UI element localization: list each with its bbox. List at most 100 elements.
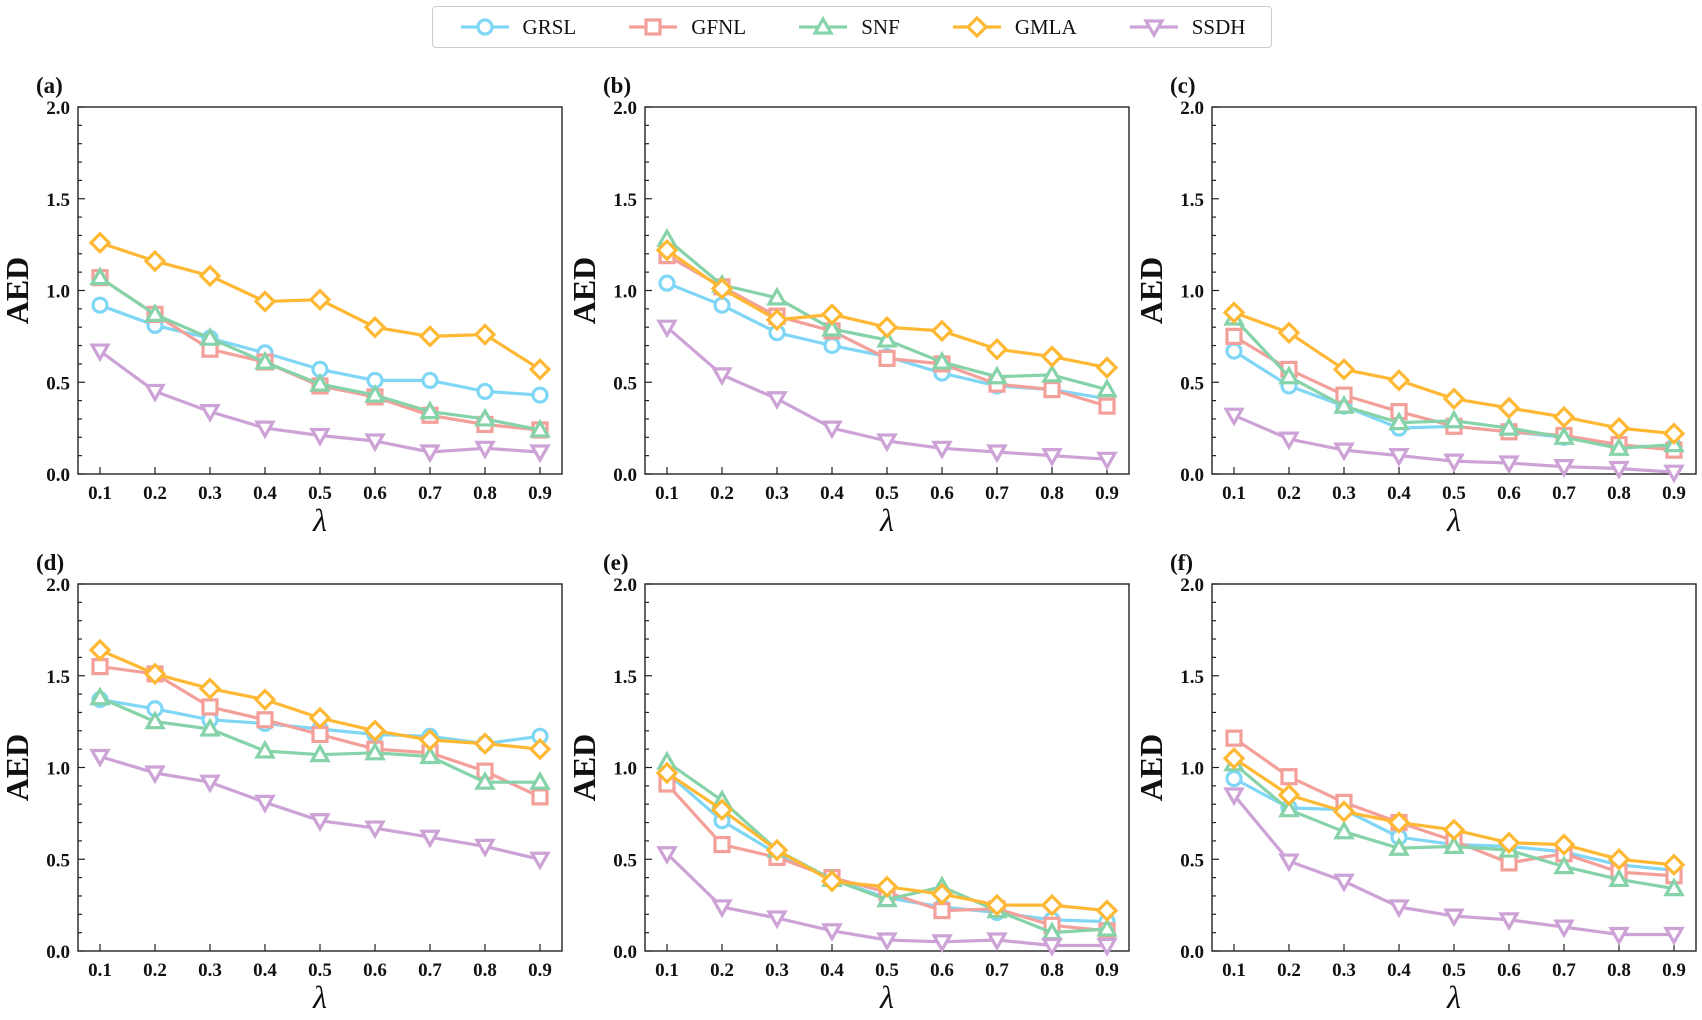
x-tick-label: 0.3 xyxy=(198,483,222,504)
data-point xyxy=(254,794,276,814)
x-tick-label: 0.9 xyxy=(528,483,552,504)
data-point xyxy=(529,770,551,790)
legend-marker xyxy=(1142,19,1165,39)
data-point xyxy=(875,315,899,339)
x-tick-label: 0.1 xyxy=(88,483,112,504)
data-point xyxy=(656,846,678,865)
data-point xyxy=(931,440,953,460)
data-point xyxy=(418,728,442,752)
data-point xyxy=(1553,459,1575,478)
x-tick-label: 0.8 xyxy=(473,960,497,981)
series-gmla xyxy=(88,231,552,381)
y-tick-label: 1.0 xyxy=(46,282,70,303)
y-tick-label: 2.0 xyxy=(46,98,70,119)
series-line xyxy=(99,754,541,861)
x-tick-label: 0.2 xyxy=(710,483,734,504)
data-point xyxy=(821,923,843,943)
data-point xyxy=(476,382,494,401)
x-tick-label: 0.3 xyxy=(1332,483,1356,504)
data-point xyxy=(876,932,898,952)
data-point xyxy=(1278,431,1300,451)
data-point xyxy=(364,741,386,761)
series-gmla xyxy=(655,761,1119,922)
data-point xyxy=(1278,798,1300,818)
y-axis-label: AED xyxy=(566,734,602,802)
data-point xyxy=(931,934,953,954)
x-tick-label: 0.6 xyxy=(363,483,387,504)
data-point xyxy=(1041,448,1063,467)
data-point xyxy=(1607,847,1631,871)
data-point xyxy=(1443,453,1465,473)
data-point xyxy=(713,296,731,314)
x-tick-label: 0.4 xyxy=(820,960,844,981)
data-point xyxy=(1095,356,1119,379)
data-point xyxy=(1278,853,1300,873)
x-tick-label: 0.4 xyxy=(820,483,844,504)
y-tick-label: 0.0 xyxy=(46,942,70,963)
data-point xyxy=(986,365,1008,385)
data-point xyxy=(474,770,496,790)
data-point xyxy=(766,910,788,930)
y-tick-label: 0.5 xyxy=(613,373,637,394)
series-gmla xyxy=(1222,747,1686,877)
data-point xyxy=(199,717,221,737)
data-point xyxy=(710,798,734,821)
x-tick-label: 0.5 xyxy=(1442,960,1466,981)
x-tick-label: 0.9 xyxy=(1662,960,1686,981)
x-tick-label: 0.3 xyxy=(765,483,789,504)
data-point xyxy=(531,386,549,404)
legend-marker xyxy=(475,18,494,36)
data-point xyxy=(419,745,441,765)
series-ssdh xyxy=(89,748,551,871)
x-axis-label: λ xyxy=(312,979,327,1015)
data-point xyxy=(1040,345,1064,368)
x-tick-label: 0.3 xyxy=(198,960,222,981)
data-point xyxy=(1442,818,1466,842)
data-point xyxy=(766,391,788,410)
legend: GRSL GFNL SNF GMLA SSDH xyxy=(432,6,1272,48)
x-tick-label: 0.9 xyxy=(528,960,552,981)
data-point xyxy=(254,350,276,370)
x-tick-label: 0.9 xyxy=(1095,483,1119,504)
data-point xyxy=(91,657,109,676)
y-axis-label: AED xyxy=(0,734,35,802)
x-tick-label: 0.7 xyxy=(418,960,442,981)
x-tick-label: 0.9 xyxy=(1095,960,1119,981)
data-point xyxy=(529,444,551,464)
series-ssdh xyxy=(89,343,551,464)
y-tick-label: 1.5 xyxy=(1180,190,1204,211)
x-tick-label: 0.8 xyxy=(1607,960,1631,981)
legend-label: SSDH xyxy=(1191,14,1246,39)
data-point xyxy=(710,277,734,300)
data-point xyxy=(820,870,844,893)
x-tick-label: 0.4 xyxy=(253,483,277,504)
x-tick-label: 0.8 xyxy=(473,483,497,504)
data-point xyxy=(531,788,549,806)
y-tick-label: 0.0 xyxy=(613,465,637,486)
legend-swatch xyxy=(1129,19,1178,39)
data-point xyxy=(1278,365,1300,385)
data-point xyxy=(309,427,331,447)
data-point xyxy=(528,737,552,761)
y-tick-label: 0.5 xyxy=(46,373,70,394)
data-point xyxy=(364,820,386,840)
x-tick-label: 0.6 xyxy=(1497,483,1521,504)
data-point xyxy=(933,902,951,920)
data-point xyxy=(1608,460,1630,480)
data-point xyxy=(529,851,551,871)
panel-label: (c) xyxy=(1170,73,1196,98)
panel-label: (d) xyxy=(36,550,64,575)
y-tick-label: 1.0 xyxy=(1180,282,1204,303)
data-point xyxy=(201,698,219,716)
legend-label: SNF xyxy=(861,14,900,39)
x-tick-label: 0.7 xyxy=(985,960,1009,981)
data-point xyxy=(1608,926,1630,946)
data-point xyxy=(199,326,221,346)
data-point xyxy=(985,337,1009,361)
data-point xyxy=(655,761,679,785)
data-point xyxy=(1223,787,1245,807)
data-point xyxy=(656,319,678,339)
y-axis-label: AED xyxy=(1133,734,1169,802)
panel-label: (f) xyxy=(1170,550,1193,575)
data-point xyxy=(89,686,111,706)
